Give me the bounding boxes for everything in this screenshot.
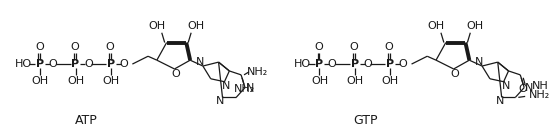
Text: O: O — [84, 59, 93, 69]
Text: N: N — [222, 81, 231, 91]
Text: HO: HO — [294, 59, 311, 69]
Text: OH: OH — [466, 21, 484, 31]
Text: OH: OH — [67, 76, 84, 86]
Text: O: O — [70, 42, 79, 52]
Text: O: O — [328, 59, 336, 69]
Text: OH: OH — [311, 76, 328, 86]
Text: OH: OH — [346, 76, 363, 86]
Text: O: O — [398, 59, 407, 69]
Text: OH: OH — [381, 76, 399, 86]
Text: GTP: GTP — [353, 114, 378, 127]
Text: OH: OH — [102, 76, 120, 86]
Text: O: O — [119, 59, 128, 69]
Text: O: O — [349, 42, 358, 52]
Text: OH: OH — [428, 21, 445, 31]
Text: P: P — [72, 59, 80, 69]
Text: N: N — [502, 81, 510, 91]
Text: O: O — [35, 42, 44, 52]
Text: ATP: ATP — [75, 114, 98, 127]
Text: OH: OH — [148, 21, 166, 31]
Text: P: P — [36, 59, 44, 69]
Text: OH: OH — [187, 21, 205, 31]
Text: O: O — [519, 84, 528, 94]
Text: O: O — [314, 42, 323, 52]
Text: NH: NH — [532, 81, 549, 91]
Text: O: O — [385, 42, 394, 52]
Text: O: O — [171, 69, 180, 79]
Text: HO: HO — [15, 59, 32, 69]
Text: NH₂: NH₂ — [529, 90, 550, 100]
Text: P: P — [386, 59, 394, 69]
Text: N: N — [525, 83, 533, 93]
Text: O: O — [363, 59, 372, 69]
Text: OH: OH — [32, 76, 49, 86]
Text: P: P — [107, 59, 115, 69]
Text: N: N — [216, 96, 225, 106]
Text: O: O — [106, 42, 114, 52]
Text: O: O — [450, 69, 459, 79]
Text: P: P — [351, 59, 359, 69]
Text: N: N — [495, 96, 504, 106]
Text: NH₂: NH₂ — [234, 84, 255, 94]
Text: O: O — [48, 59, 57, 69]
Text: N: N — [246, 83, 254, 93]
Text: N: N — [475, 57, 483, 67]
Text: NH₂: NH₂ — [247, 67, 268, 77]
Text: P: P — [315, 59, 324, 69]
Text: N: N — [196, 57, 204, 67]
